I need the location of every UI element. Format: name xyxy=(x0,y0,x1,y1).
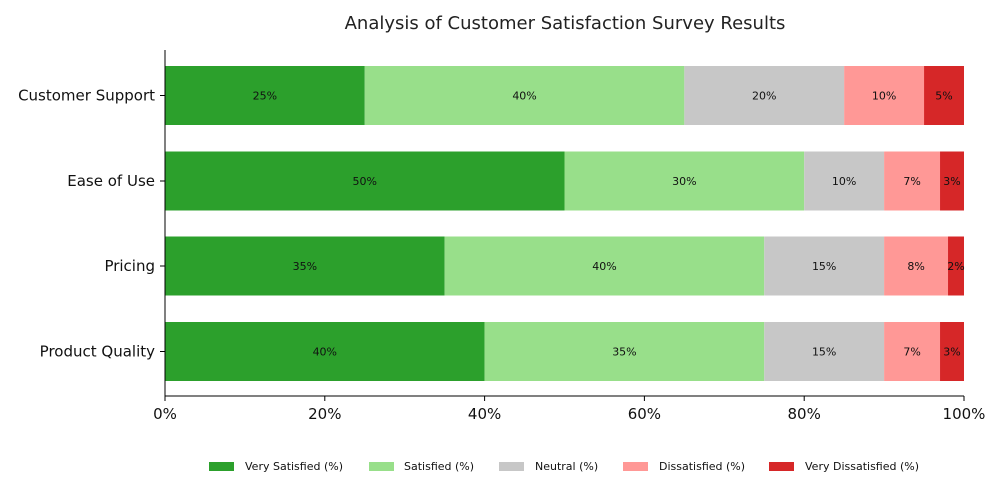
x-tick-label: 80% xyxy=(788,405,821,423)
bar-segment xyxy=(484,322,765,381)
legend-item: Very Dissatisfied (%) xyxy=(769,460,919,473)
x-tick-label: 60% xyxy=(628,405,661,423)
legend-swatch xyxy=(623,462,648,471)
bar-segment xyxy=(764,236,885,296)
legend-label: Dissatisfied (%) xyxy=(659,460,745,473)
x-tick-label: 40% xyxy=(468,405,501,423)
bar-value-label: 10% xyxy=(832,175,856,188)
legend-item: Neutral (%) xyxy=(499,460,598,473)
bar-segment xyxy=(844,66,925,125)
bar-value-label: 40% xyxy=(512,90,536,103)
bar-value-label: 35% xyxy=(612,346,636,359)
axes-layer: 0% 20% 40% 60% 80% 100% Customer Support Ease o… xyxy=(18,50,985,423)
bar-segment xyxy=(924,66,964,125)
bar-value-label: 30% xyxy=(672,175,696,188)
bar-value-label: 3% xyxy=(943,175,960,188)
legend-item: Very Satisfied (%) xyxy=(209,460,343,473)
x-tick-label: 20% xyxy=(308,405,341,423)
legend-label: Very Satisfied (%) xyxy=(245,460,343,473)
bar-segment xyxy=(165,66,365,125)
bar-segment xyxy=(884,151,941,211)
bar-segment xyxy=(564,151,805,211)
bar-value-label: 8% xyxy=(907,260,924,273)
bar-segment xyxy=(884,236,949,296)
bar-segment xyxy=(884,322,941,381)
x-tick-label: 100% xyxy=(943,405,986,423)
legend-label: Very Dissatisfied (%) xyxy=(805,460,919,473)
category-label: Pricing xyxy=(104,257,155,275)
bar-segment xyxy=(165,322,485,381)
legend-swatch xyxy=(769,462,794,471)
bar-segment xyxy=(764,322,885,381)
category-label: Product Quality xyxy=(40,343,155,361)
bar-value-label: 7% xyxy=(903,346,920,359)
legend: Very Satisfied (%) Satisfied (%) Neutral (… xyxy=(209,460,919,473)
bar-value-label: 40% xyxy=(592,260,616,273)
bar-segment xyxy=(364,66,685,125)
bar-segment xyxy=(444,236,765,296)
bar-value-label: 35% xyxy=(293,260,317,273)
bar-value-label: 25% xyxy=(253,90,277,103)
x-tick-label: 0% xyxy=(153,405,177,423)
bar-segment xyxy=(804,151,885,211)
bar-value-label: 7% xyxy=(903,175,920,188)
bar-segment xyxy=(940,322,964,381)
bar-value-label: 5% xyxy=(935,90,952,103)
bar-value-label: 10% xyxy=(872,90,896,103)
legend-swatch xyxy=(209,462,234,471)
bar-segment xyxy=(940,151,964,211)
bar-segment xyxy=(948,236,964,296)
legend-label: Satisfied (%) xyxy=(404,460,474,473)
legend-swatch xyxy=(369,462,394,471)
bar-value-label: 20% xyxy=(752,90,776,103)
bar-value-label: 2% xyxy=(947,260,964,273)
bars-layer: 25% 40% 20% 10% 5% 50% 30% 10% 7% 3% 35% 40% 15% 8% 2%… xyxy=(165,66,965,381)
category-label: Customer Support xyxy=(18,87,155,105)
category-label: Ease of Use xyxy=(67,172,155,190)
bar-value-label: 50% xyxy=(353,175,377,188)
bar-value-label: 40% xyxy=(313,346,337,359)
bar-value-label: 3% xyxy=(943,346,960,359)
chart-title: Analysis of Customer Satisfaction Survey… xyxy=(345,13,786,34)
legend-label: Neutral (%) xyxy=(535,460,598,473)
bar-value-label: 15% xyxy=(812,346,836,359)
bar-segment xyxy=(165,236,445,296)
bar-segment xyxy=(684,66,845,125)
bar-value-label: 15% xyxy=(812,260,836,273)
legend-swatch xyxy=(499,462,524,471)
legend-item: Satisfied (%) xyxy=(369,460,474,473)
bar-segment xyxy=(165,151,565,211)
legend-item: Dissatisfied (%) xyxy=(623,460,745,473)
